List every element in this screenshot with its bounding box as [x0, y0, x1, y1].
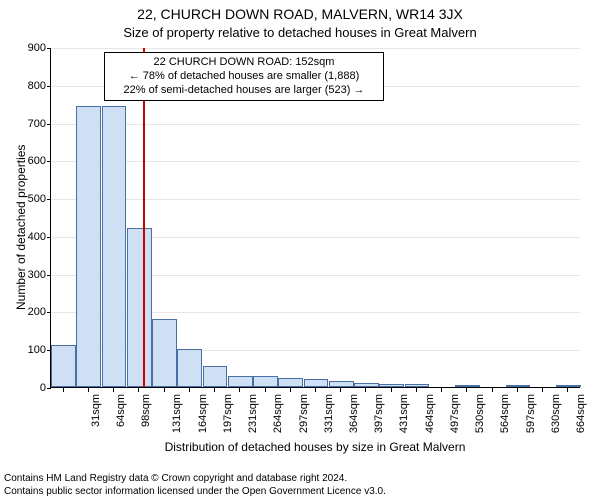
- x-tick-mark: [542, 388, 543, 392]
- annotation-box: 22 CHURCH DOWN ROAD: 152sqm ← 78% of det…: [104, 52, 384, 101]
- x-tick-mark: [365, 388, 366, 392]
- histogram-bar: [556, 385, 581, 387]
- y-tick-mark: [47, 199, 51, 200]
- y-tick-label: 300: [28, 269, 46, 281]
- x-tick-label: 31sqm: [90, 394, 102, 427]
- x-tick-label: 630sqm: [550, 394, 562, 433]
- x-tick-label: 98sqm: [140, 394, 152, 427]
- y-tick-label: 400: [28, 231, 46, 243]
- grid-line: [51, 161, 580, 162]
- histogram-bar: [127, 228, 152, 387]
- x-tick-label: 397sqm: [373, 394, 385, 433]
- x-tick-mark: [214, 388, 215, 392]
- y-tick-mark: [47, 275, 51, 276]
- plot-area: 0100200300400500600700800900 31sqm64sqm9…: [50, 48, 580, 388]
- x-tick-mark: [265, 388, 266, 392]
- x-tick-label: 64sqm: [115, 394, 127, 427]
- histogram-bar: [253, 376, 278, 387]
- y-tick-label: 0: [40, 382, 46, 394]
- x-tick-mark: [441, 388, 442, 392]
- x-tick-label: 597sqm: [525, 394, 537, 433]
- histogram-bar: [455, 385, 480, 387]
- x-tick-mark: [466, 388, 467, 392]
- x-tick-label: 164sqm: [197, 394, 209, 433]
- x-tick-label: 297sqm: [298, 394, 310, 433]
- histogram-bar: [177, 349, 202, 387]
- histogram-bar: [329, 381, 354, 387]
- x-tick-mark: [391, 388, 392, 392]
- x-tick-mark: [88, 388, 89, 392]
- y-axis-label: Number of detached properties: [14, 145, 28, 310]
- x-tick-label: 331sqm: [323, 394, 335, 433]
- y-tick-mark: [47, 124, 51, 125]
- footer-attribution: Contains HM Land Registry data © Crown c…: [4, 473, 386, 498]
- x-tick-label: 197sqm: [222, 394, 234, 433]
- histogram-bar: [228, 376, 253, 387]
- y-tick-label: 600: [28, 155, 46, 167]
- y-tick-label: 700: [28, 118, 46, 130]
- x-tick-label: 131sqm: [171, 394, 183, 433]
- grid-line: [51, 48, 580, 49]
- x-tick-label: 497sqm: [449, 394, 461, 433]
- chart-subtitle: Size of property relative to detached ho…: [0, 23, 600, 41]
- histogram-bar: [506, 385, 531, 387]
- x-tick-mark: [189, 388, 190, 392]
- y-tick-label: 100: [28, 344, 46, 356]
- footer-line-1: Contains HM Land Registry data © Crown c…: [4, 473, 386, 486]
- x-tick-mark: [239, 388, 240, 392]
- histogram-bar: [379, 384, 404, 387]
- x-tick-label: 364sqm: [348, 394, 360, 433]
- footer-line-2: Contains public sector information licen…: [4, 486, 386, 499]
- x-tick-mark: [340, 388, 341, 392]
- y-tick-mark: [47, 48, 51, 49]
- annotation-line-3: 22% of semi-detached houses are larger (…: [111, 84, 377, 98]
- histogram-bar: [51, 345, 76, 387]
- chart-title: 22, CHURCH DOWN ROAD, MALVERN, WR14 3JX: [0, 0, 600, 23]
- x-tick-label: 264sqm: [272, 394, 284, 433]
- x-tick-mark: [113, 388, 114, 392]
- y-tick-label: 200: [28, 306, 46, 318]
- y-tick-label: 800: [28, 80, 46, 92]
- y-tick-mark: [47, 161, 51, 162]
- y-tick-mark: [47, 312, 51, 313]
- x-tick-mark: [492, 388, 493, 392]
- x-tick-mark: [290, 388, 291, 392]
- histogram-bar: [354, 383, 379, 387]
- x-tick-mark: [63, 388, 64, 392]
- histogram-bar: [152, 319, 177, 387]
- y-tick-mark: [47, 86, 51, 87]
- x-axis-label: Distribution of detached houses by size …: [50, 440, 580, 454]
- x-tick-label: 431sqm: [399, 394, 411, 433]
- annotation-line-1: 22 CHURCH DOWN ROAD: 152sqm: [111, 56, 377, 70]
- histogram-bar: [102, 106, 127, 387]
- x-tick-label: 231sqm: [247, 394, 259, 433]
- histogram-bar: [405, 384, 430, 387]
- x-tick-label: 664sqm: [575, 394, 587, 433]
- x-tick-mark: [315, 388, 316, 392]
- histogram-bar: [203, 366, 228, 387]
- y-tick-label: 900: [28, 42, 46, 54]
- y-tick-mark: [47, 350, 51, 351]
- x-tick-label: 564sqm: [500, 394, 512, 433]
- x-tick-label: 464sqm: [424, 394, 436, 433]
- histogram-bar: [304, 379, 329, 387]
- x-tick-mark: [138, 388, 139, 392]
- x-tick-mark: [567, 388, 568, 392]
- histogram-bar: [278, 378, 303, 387]
- x-tick-mark: [416, 388, 417, 392]
- grid-line: [51, 199, 580, 200]
- annotation-line-2: ← 78% of detached houses are smaller (1,…: [111, 70, 377, 84]
- x-tick-mark: [164, 388, 165, 392]
- histogram-bar: [76, 106, 101, 387]
- x-tick-label: 530sqm: [474, 394, 486, 433]
- y-tick-mark: [47, 237, 51, 238]
- x-tick-mark: [517, 388, 518, 392]
- grid-line: [51, 124, 580, 125]
- y-tick-label: 500: [28, 193, 46, 205]
